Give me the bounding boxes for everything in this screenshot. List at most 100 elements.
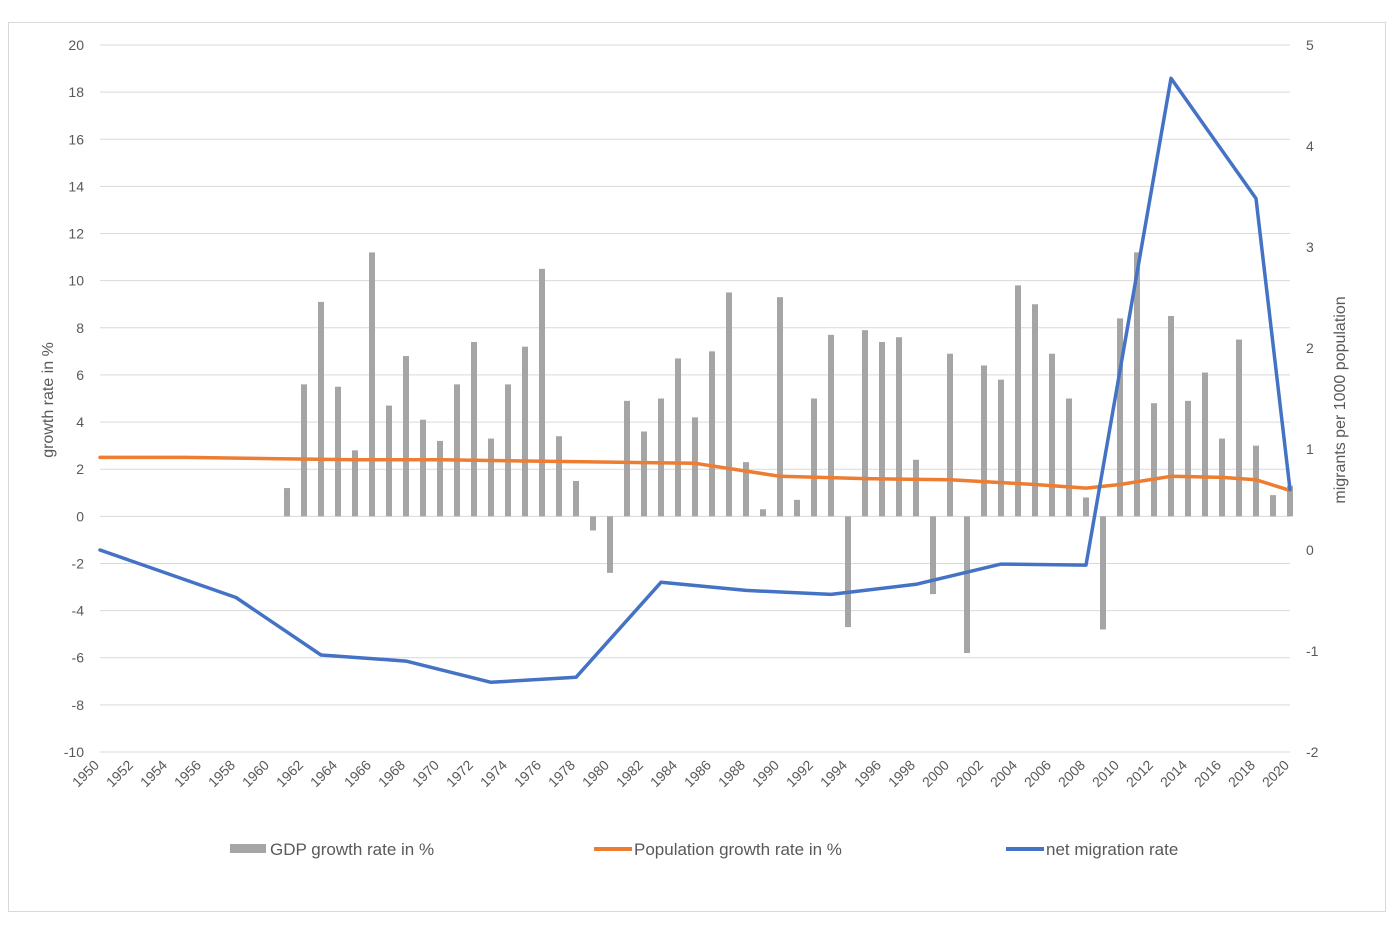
gdp-bar (1202, 372, 1208, 517)
gridlines (100, 44, 1290, 753)
x-tick-label: 1994 (817, 757, 850, 790)
y-tick-label: 4 (76, 414, 84, 430)
y-tick-label: -6 (72, 650, 85, 666)
x-tick-label: 1986 (681, 757, 714, 790)
y-tick-label: -10 (64, 744, 84, 760)
gdp-bar (1032, 304, 1038, 517)
y2-tick-label: 3 (1306, 239, 1314, 255)
gdp-bar (1015, 285, 1021, 517)
x-tick-label: 1998 (885, 757, 918, 790)
gdp-bar (607, 516, 613, 573)
legend-label: GDP growth rate in % (270, 840, 434, 859)
left-axis-title: growth rate in % (40, 342, 57, 458)
gdp-bar (675, 358, 681, 517)
y-tick-label: 18 (68, 84, 84, 100)
gdp-bar (488, 438, 494, 517)
gdp-bar (573, 480, 579, 517)
gdp-bar (318, 301, 324, 517)
gdp-bar (556, 436, 562, 517)
x-tick-label: 2004 (987, 757, 1020, 790)
gdp-bar (1168, 316, 1174, 517)
gdp-bar (879, 341, 885, 517)
gdp-bar (590, 516, 596, 531)
x-tick-label: 2006 (1021, 757, 1054, 790)
x-tick-label: 2008 (1055, 757, 1088, 790)
gdp-bar (1151, 403, 1157, 517)
y-tick-label: 0 (76, 508, 84, 524)
gdp-bar (998, 379, 1004, 517)
gdp-bar (335, 386, 341, 517)
x-tick-label: 1950 (69, 757, 102, 790)
right-axis-ticks: -2 -1 0 1 2 3 4 5 (1306, 37, 1319, 760)
x-tick-label: 2016 (1191, 757, 1224, 790)
x-tick-label: 2014 (1157, 757, 1190, 790)
gdp-bar (794, 499, 800, 517)
x-tick-label: 1968 (375, 757, 408, 790)
x-tick-label: 1996 (851, 757, 884, 790)
x-tick-label: 2000 (919, 757, 952, 790)
gdp-bar (539, 268, 545, 517)
gdp-bar (845, 516, 851, 628)
y-tick-label: 8 (76, 320, 84, 336)
y-tick-label: 16 (68, 131, 84, 147)
left-axis-ticks: -10 -8 -6 -4 -2 0 2 4 6 8 10 12 14 16 18 20 (64, 37, 84, 760)
gdp-bar (947, 353, 953, 517)
net-migration-line (98, 76, 1292, 685)
gdp-bar (420, 419, 426, 517)
gdp-bar (828, 334, 834, 517)
x-tick-label: 1960 (239, 757, 272, 790)
x-tick-label: 1956 (171, 757, 204, 790)
x-axis-ticks: 1950 1952 1954 1956 1958 1960 1962 1964 1966 1968… (69, 757, 1292, 790)
gdp-bar (658, 398, 664, 517)
y2-tick-label: -1 (1306, 643, 1319, 659)
x-tick-label: 1966 (341, 757, 374, 790)
gdp-bar (641, 431, 647, 517)
x-tick-label: 1982 (613, 757, 646, 790)
gdp-bar (777, 297, 783, 517)
x-tick-label: 2020 (1259, 757, 1292, 790)
gdp-bar (1049, 353, 1055, 517)
series-lines (98, 76, 1292, 685)
gdp-bar (760, 509, 766, 517)
gdp-bar (1270, 495, 1276, 517)
gdp-bar (505, 384, 511, 517)
legend: GDP growth rate in % Population growth ra… (230, 840, 1178, 859)
gdp-bar (624, 400, 630, 517)
gdp-bar (726, 292, 732, 517)
y2-tick-label: 0 (1306, 542, 1314, 558)
x-tick-label: 2012 (1123, 757, 1156, 790)
gdp-bar (301, 384, 307, 517)
gdp-bar (471, 341, 477, 517)
x-tick-label: 1992 (783, 757, 816, 790)
gdp-bar (1134, 252, 1140, 517)
gdp-bar (522, 346, 528, 517)
legend-label: net migration rate (1046, 840, 1178, 859)
x-tick-label: 1952 (103, 757, 136, 790)
y-tick-label: 10 (68, 273, 84, 289)
x-tick-label: 1990 (749, 757, 782, 790)
y2-tick-label: 4 (1306, 138, 1314, 154)
y-tick-label: -4 (72, 603, 85, 619)
gdp-bar (743, 462, 749, 517)
gdp-bar (1100, 516, 1106, 630)
x-tick-label: 1958 (205, 757, 238, 790)
gdp-bar (1185, 400, 1191, 517)
y-tick-label: -2 (72, 555, 85, 571)
gdp-bar (1083, 497, 1089, 517)
y-tick-label: 12 (68, 226, 84, 242)
x-tick-label: 1962 (273, 757, 306, 790)
gdp-bar (930, 516, 936, 595)
y2-tick-label: -2 (1306, 744, 1319, 760)
y-tick-label: -8 (72, 697, 85, 713)
gdp-bar (913, 459, 919, 517)
gdp-bar (862, 330, 868, 517)
gdp-bar (352, 450, 358, 517)
gdp-bar (454, 384, 460, 517)
x-tick-label: 1954 (137, 757, 170, 790)
gdp-bar (709, 351, 715, 517)
y2-tick-label: 2 (1306, 340, 1314, 356)
legend-swatch (230, 844, 266, 853)
x-tick-label: 1970 (409, 757, 442, 790)
x-tick-label: 1976 (511, 757, 544, 790)
